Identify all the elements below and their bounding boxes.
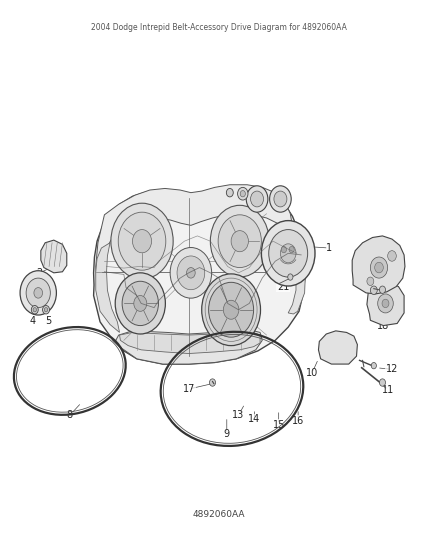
Circle shape — [379, 379, 385, 386]
Circle shape — [371, 362, 376, 369]
Text: 20: 20 — [367, 289, 380, 299]
Circle shape — [133, 230, 152, 253]
Text: 22: 22 — [376, 243, 389, 253]
Circle shape — [374, 262, 383, 273]
Circle shape — [288, 274, 293, 280]
Circle shape — [202, 274, 261, 345]
Circle shape — [280, 244, 296, 263]
Circle shape — [26, 278, 50, 308]
Polygon shape — [287, 225, 305, 314]
Circle shape — [226, 189, 233, 197]
Circle shape — [111, 203, 173, 279]
Polygon shape — [96, 185, 293, 290]
Circle shape — [270, 186, 291, 212]
Text: 14: 14 — [248, 415, 261, 424]
Circle shape — [118, 212, 166, 270]
Circle shape — [115, 273, 166, 334]
Circle shape — [177, 256, 205, 290]
Text: 9: 9 — [224, 429, 230, 439]
Text: 21: 21 — [277, 281, 289, 292]
Text: 3: 3 — [31, 297, 37, 307]
Polygon shape — [94, 187, 305, 364]
Circle shape — [34, 288, 42, 298]
Circle shape — [237, 188, 248, 200]
Polygon shape — [115, 330, 262, 364]
Text: 12: 12 — [386, 365, 398, 374]
Text: 8: 8 — [67, 410, 73, 420]
Circle shape — [44, 308, 48, 312]
Circle shape — [379, 286, 385, 293]
Text: 13: 13 — [232, 410, 244, 420]
Circle shape — [209, 379, 215, 386]
Circle shape — [170, 247, 212, 298]
Circle shape — [32, 305, 38, 314]
Text: 4892060AA: 4892060AA — [193, 510, 245, 519]
Text: 1: 1 — [326, 243, 332, 253]
Polygon shape — [41, 240, 67, 273]
Circle shape — [33, 308, 36, 312]
Circle shape — [388, 251, 396, 261]
Circle shape — [240, 191, 245, 197]
Text: 16: 16 — [292, 416, 304, 425]
Circle shape — [231, 231, 248, 252]
Circle shape — [251, 191, 264, 207]
Text: 2004 Dodge Intrepid Belt-Accessory Drive Diagram for 4892060AA: 2004 Dodge Intrepid Belt-Accessory Drive… — [91, 23, 347, 32]
Text: 18: 18 — [377, 320, 389, 330]
Polygon shape — [120, 331, 260, 353]
Circle shape — [246, 186, 268, 212]
Text: 15: 15 — [272, 419, 285, 430]
Text: 5: 5 — [45, 316, 51, 326]
Polygon shape — [352, 236, 405, 294]
Circle shape — [382, 299, 389, 308]
Text: 17: 17 — [184, 384, 196, 394]
Circle shape — [367, 277, 374, 286]
Text: 19: 19 — [383, 285, 395, 295]
Polygon shape — [318, 331, 357, 364]
Text: 11: 11 — [381, 385, 394, 395]
Circle shape — [20, 271, 57, 315]
Circle shape — [281, 246, 286, 253]
Circle shape — [218, 215, 261, 268]
Circle shape — [210, 205, 269, 277]
Circle shape — [187, 268, 195, 278]
Text: 2: 2 — [36, 268, 42, 278]
Circle shape — [371, 257, 388, 278]
Circle shape — [274, 191, 287, 207]
Circle shape — [42, 305, 49, 314]
Circle shape — [378, 294, 393, 313]
Polygon shape — [367, 282, 404, 326]
Circle shape — [261, 221, 315, 286]
Circle shape — [223, 300, 239, 319]
Polygon shape — [96, 243, 120, 333]
Circle shape — [269, 230, 307, 277]
Circle shape — [134, 295, 147, 311]
Circle shape — [208, 282, 254, 337]
Text: 4: 4 — [29, 316, 35, 326]
Circle shape — [289, 246, 294, 253]
Circle shape — [371, 286, 377, 294]
Text: 10: 10 — [306, 368, 318, 378]
Circle shape — [122, 281, 159, 326]
